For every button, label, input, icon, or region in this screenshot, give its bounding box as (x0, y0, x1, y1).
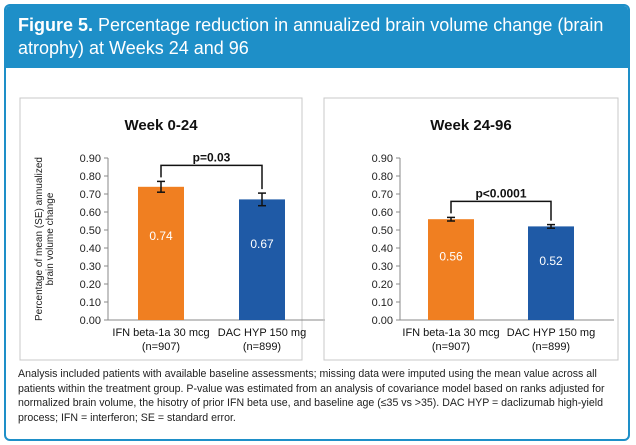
bar (239, 199, 285, 320)
y-tick-label: 0.70 (80, 189, 101, 201)
category-label: IFN beta-1a 30 mcg (112, 327, 209, 339)
p-value-annotation: p=0.03 (193, 150, 231, 164)
bar-value-label: 0.52 (539, 254, 563, 268)
footnote: Analysis included patients with availabl… (18, 368, 605, 424)
bar (528, 226, 574, 320)
y-axis-label-line: brain volume change (45, 192, 56, 285)
category-label: IFN beta-1a 30 mcg (402, 327, 499, 339)
p-value-annotation: p<0.0001 (475, 186, 526, 200)
charts-area: Week 0-24 0.00 0.10 0.20 0.30 0.40 0.50 0.60 0.7… (19, 97, 619, 361)
chart-panel-border (19, 97, 303, 361)
chart-week-24-96: Week 24-96 0.00 0.10 0.20 0.30 0.40 0.50 0.60 0.… (323, 97, 619, 361)
y-tick-label: 0.30 (80, 261, 101, 273)
y-tick-label: 0.20 (372, 279, 393, 291)
y-tick-label: 0.50 (80, 225, 101, 237)
y-tick-label: 0.60 (80, 207, 101, 219)
y-tick-label: 0.00 (80, 315, 101, 327)
figure-title: Percentage reduction in annualized brain… (18, 15, 604, 58)
y-tick-label: 0.70 (372, 189, 393, 201)
y-tick-label: 0.10 (80, 297, 101, 309)
category-label: DAC HYP 150 mg (507, 327, 595, 339)
y-tick-label: 0.20 (80, 279, 101, 291)
y-tick-label: 0.90 (372, 153, 393, 165)
category-label: (n=899) (532, 341, 570, 353)
category-label: DAC HYP 150 mg (218, 327, 306, 339)
figure-label: Figure 5. (18, 15, 94, 35)
y-axis-label: Percentage of mean (SE) annualizedbrain … (34, 157, 56, 321)
bar (428, 219, 474, 320)
y-tick-label: 0.40 (372, 243, 393, 255)
category-label: (n=899) (243, 341, 281, 353)
bar (138, 186, 184, 320)
y-tick-label: 0.80 (80, 171, 101, 183)
y-tick-label: 0.80 (372, 171, 393, 183)
y-tick-label: 0.60 (372, 207, 393, 219)
y-tick-label: 0.00 (372, 315, 393, 327)
y-tick-label: 0.10 (372, 297, 393, 309)
chart-title: Week 0-24 (124, 117, 198, 134)
y-tick-label: 0.50 (372, 225, 393, 237)
category-label: (n=907) (432, 341, 470, 353)
bar-value-label: 0.74 (149, 229, 173, 243)
y-axis-label-line: Percentage of mean (SE) annualized (34, 157, 45, 321)
figure-header: Figure 5. Percentage reduction in annual… (6, 6, 628, 68)
bar-value-label: 0.56 (439, 249, 463, 263)
chart-panel-border (323, 97, 619, 361)
significance-bracket (450, 200, 552, 221)
bar-value-label: 0.67 (250, 237, 274, 251)
y-tick-label: 0.40 (80, 243, 101, 255)
y-tick-label: 0.90 (80, 153, 101, 165)
chart-title: Week 24-96 (430, 117, 511, 134)
figure-frame: Figure 5. Percentage reduction in annual… (4, 4, 630, 441)
category-label: (n=907) (142, 341, 180, 353)
significance-bracket (160, 164, 263, 190)
y-tick-label: 0.30 (372, 261, 393, 273)
chart-week-0-24: Week 0-24 0.00 0.10 0.20 0.30 0.40 0.50 0.60 0.7… (19, 97, 325, 361)
